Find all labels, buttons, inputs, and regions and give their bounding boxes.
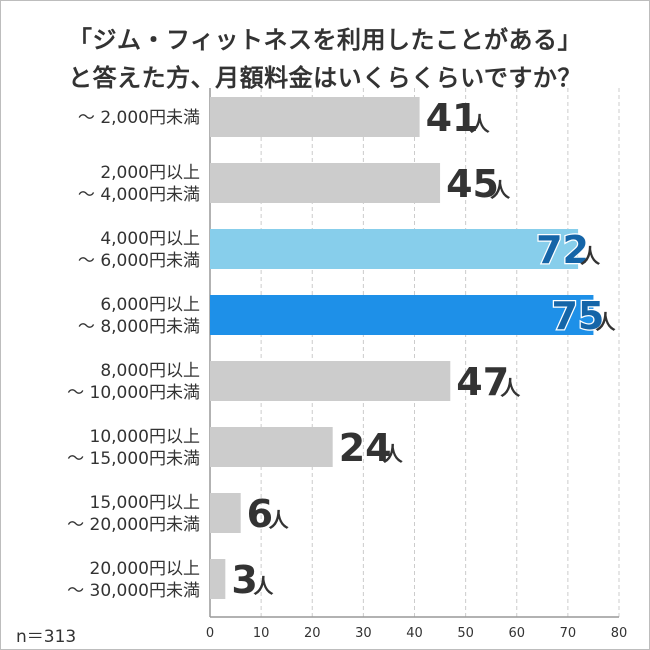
bar: [210, 427, 333, 467]
value-label: 72: [536, 228, 589, 272]
bar: [210, 229, 579, 269]
category-label: 15,000円以上: [90, 493, 200, 513]
value-label: 47: [456, 360, 509, 404]
value-label: 75: [551, 294, 604, 338]
category-label: 20,000円以上: [90, 559, 200, 579]
bar: [210, 559, 226, 599]
x-tick-label: 70: [560, 626, 577, 641]
category-label: 〜 8,000円未満: [78, 317, 200, 337]
value-label: 41: [426, 96, 479, 140]
x-tick-label: 40: [406, 626, 423, 641]
chart-title-line-1: 「ジム・フィットネスを利用したことがある」: [67, 26, 583, 54]
category-label: 4,000円以上: [100, 229, 200, 249]
bar: [210, 361, 451, 401]
x-tick-label: 20: [304, 626, 321, 641]
value-unit-label: 人: [383, 442, 404, 466]
category-label: 2,000円以上: [100, 163, 200, 183]
category-label: 〜 10,000円未満: [67, 383, 200, 403]
value-unit-label: 人: [253, 574, 274, 598]
value-label: 6: [247, 492, 273, 536]
chart-title-line-2: と答えた方、月額料金はいくらくらいですか？: [68, 64, 582, 92]
category-label: 〜 30,000円未満: [67, 581, 200, 601]
x-tick-label: 10: [253, 626, 270, 641]
value-label: 24: [339, 426, 392, 470]
category-label: 〜 4,000円未満: [78, 185, 200, 205]
bar: [210, 295, 594, 335]
value-label: 3: [231, 558, 257, 602]
value-unit-label: 人: [269, 508, 290, 532]
x-tick-label: 50: [457, 626, 474, 641]
category-label: 〜 6,000円未満: [78, 251, 200, 271]
category-label: 6,000円以上: [100, 295, 200, 315]
value-unit-label: 人: [500, 376, 521, 400]
bar: [210, 97, 420, 137]
x-tick-label: 0: [206, 626, 214, 641]
sample-size-note: n＝313: [16, 627, 77, 647]
category-label: 10,000円以上: [90, 427, 200, 447]
category-label: 8,000円以上: [100, 361, 200, 381]
value-label: 45: [446, 162, 499, 206]
x-tick-label: 80: [611, 626, 628, 641]
value-unit-label: 人: [490, 178, 511, 202]
bar: [210, 163, 441, 203]
x-tick-label: 60: [508, 626, 525, 641]
bar: [210, 493, 241, 533]
value-unit-label: 人: [580, 244, 601, 268]
value-unit-label: 人: [595, 310, 616, 334]
category-label: 〜 2,000円未満: [78, 108, 200, 128]
category-label: 〜 20,000円未満: [67, 515, 200, 535]
value-unit-label: 人: [470, 112, 491, 136]
category-label: 〜 15,000円未満: [67, 449, 200, 469]
x-tick-label: 30: [355, 626, 372, 641]
